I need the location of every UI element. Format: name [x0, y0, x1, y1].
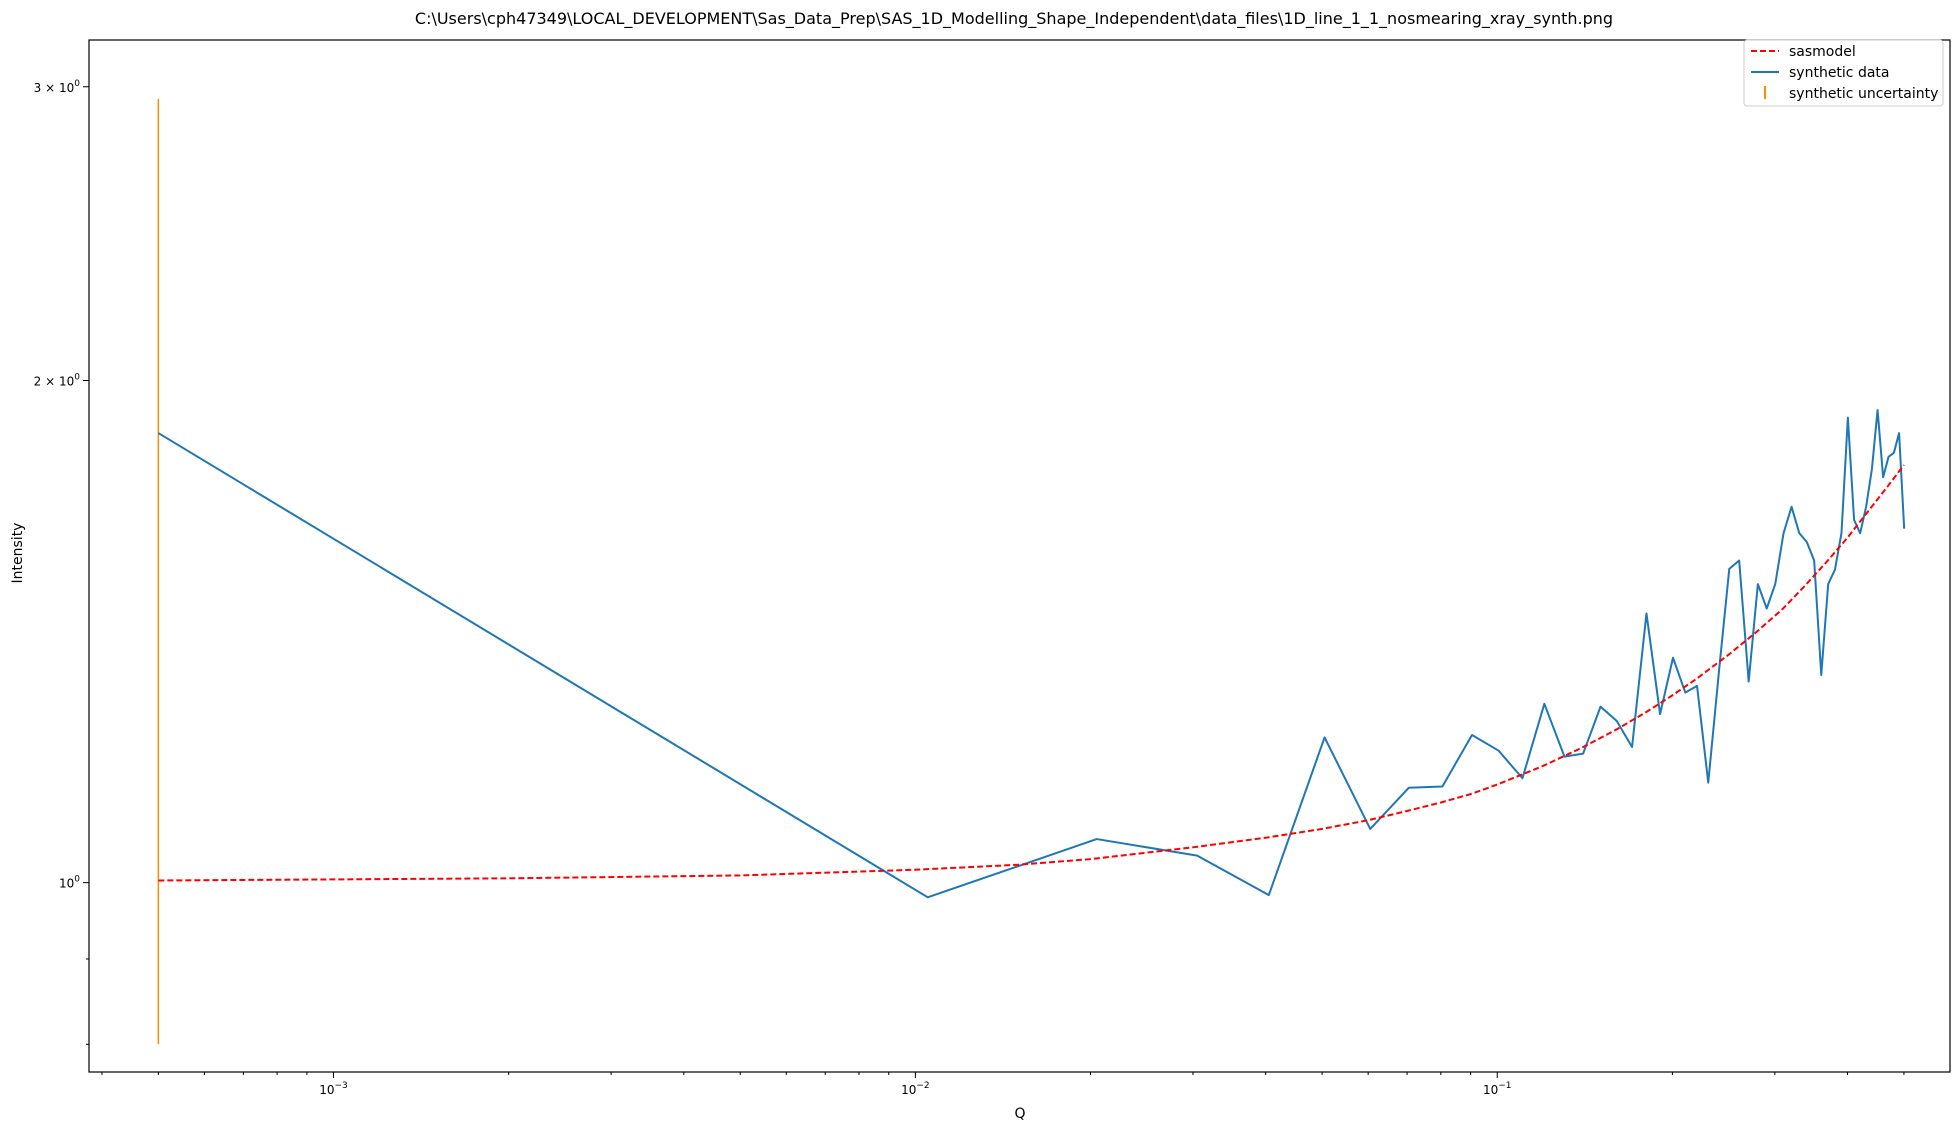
y-tick-label: 3 × 100 [34, 79, 81, 95]
legend-box [1743, 39, 1944, 107]
x-tick-label: 10−2 [901, 1081, 930, 1097]
legend-label-synthetic-uncertainty: synthetic uncertainty [1789, 86, 1938, 102]
legend-label-sasmodel: sasmodel [1789, 44, 1856, 60]
y-tick-label: 2 × 100 [34, 372, 81, 388]
y-tick-label: 100 [59, 875, 80, 891]
plot-area [88, 39, 1951, 1073]
chart-title: C:\Users\cph47349\LOCAL_DEVELOPMENT\Sas_… [415, 9, 1613, 29]
legend: sasmodel synthetic data synthetic uncert… [1743, 39, 1944, 107]
x-axis-label: Q [1014, 1106, 1025, 1122]
x-axis-ticks: 10−3 10−2 10−1 [101, 1072, 1905, 1097]
series-line-synthetic-data [157, 409, 1906, 899]
x-tick-label: 10−1 [1483, 1081, 1512, 1097]
x-tick-label: 10−3 [319, 1081, 348, 1097]
series-line-sasmodel [158, 464, 1905, 882]
y-axis-ticks: 100 2 × 100 3 × 100 [34, 79, 89, 1045]
y-axis-label: Intensity [10, 523, 26, 584]
legend-label-synthetic-data: synthetic data [1789, 65, 1890, 81]
series-layer [157, 98, 1906, 1045]
